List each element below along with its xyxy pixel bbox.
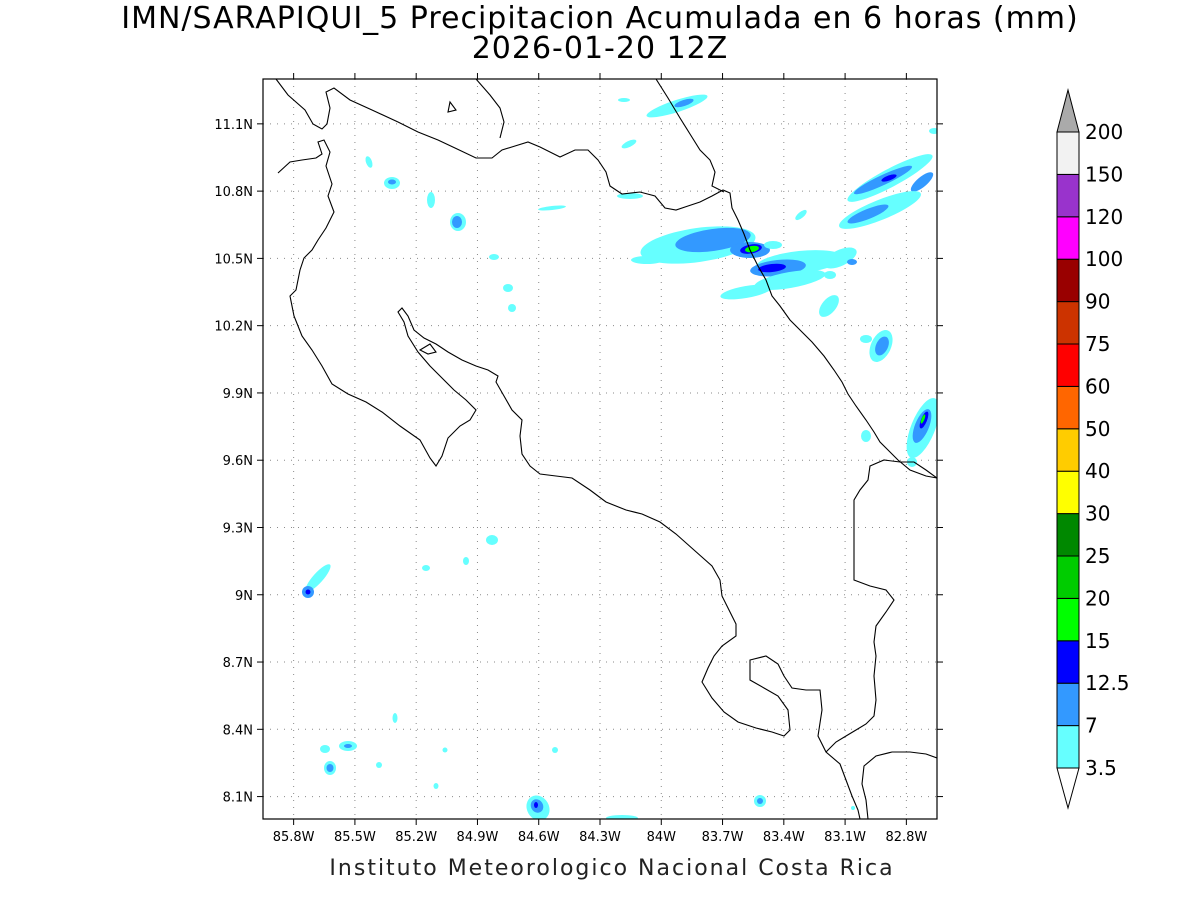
map-title: IMN/SARAPIQUI_5 Precipitacion Acumulada … (121, 1, 1079, 36)
colorbar: 3.5 7 12.5 15 20 25 30 40 50 60 75 90 100 120 150 200 (1056, 88, 1130, 810)
lat-tick-label: 9.6N (223, 454, 253, 469)
colorbar-over-arrow (1056, 88, 1080, 133)
colorbar-label: 50 (1085, 417, 1110, 441)
lat-tick-label: 9.3N (223, 521, 253, 536)
lake-coast (655, 79, 725, 193)
colorbar-swatch (1056, 301, 1080, 345)
precip-cluster-nw (365, 156, 516, 312)
lat-tick-label: 8.4N (223, 723, 253, 738)
colorbar-swatch (1056, 216, 1080, 260)
precip-cluster-ne (538, 94, 937, 467)
colorbar-label: 40 (1085, 459, 1110, 483)
lon-tick-label: 83.1W (824, 830, 866, 845)
panama-border (861, 751, 937, 819)
lon-tick-label: 85.2W (395, 830, 437, 845)
nicaragua-coast-east (475, 79, 505, 139)
map-axes: 85.8W 85.5W 85.2W 84.9W 84.6W 84.3W 84W 83.7W 83… (214, 73, 943, 845)
footer-credit: Instituto Meteorologico Nacional Costa R… (329, 856, 895, 881)
colorbar-label: 7 (1085, 714, 1098, 738)
colorbar-label: 12.5 (1085, 671, 1130, 695)
lat-tick-label: 9N (235, 589, 253, 604)
lat-tick-label: 9.9N (223, 387, 253, 402)
colorbar-swatch (1056, 725, 1080, 769)
costa-rica-pacific (277, 139, 861, 819)
map-datetime: 2026-01-20 12Z (471, 31, 729, 66)
lat-tick-label: 10.5N (214, 252, 253, 267)
lon-tick-label: 83.7W (702, 830, 744, 845)
lon-tick-label: 83.4W (763, 830, 805, 845)
colorbar-label: 25 (1085, 544, 1110, 568)
colorbar-swatch (1056, 385, 1080, 430)
colorbar-label: 120 (1085, 205, 1123, 229)
colorbar-swatch (1056, 682, 1080, 727)
lat-tick-label: 8.1N (223, 791, 253, 806)
lon-tick-label: 84.6W (518, 830, 560, 845)
colorbar-swatch (1056, 131, 1080, 175)
lon-tick-label: 84.9W (457, 830, 499, 845)
colorbar-label: 3.5 (1085, 756, 1117, 780)
lon-tick-label: 84W (647, 830, 677, 845)
nicaragua-coast-nw (275, 79, 937, 479)
colorbar-swatch (1056, 258, 1080, 303)
nicoya-inner (418, 343, 437, 355)
colorbar-label: 150 (1085, 162, 1123, 186)
islet (447, 100, 457, 113)
colorbar-label: 100 (1085, 247, 1123, 271)
colorbar-swatch (1056, 428, 1080, 472)
colorbar-label: 15 (1085, 629, 1110, 653)
coastline (275, 79, 937, 819)
panama-border-north (825, 459, 937, 753)
colorbar-label: 75 (1085, 332, 1110, 356)
lon-tick-label: 82.8W (885, 830, 927, 845)
lat-tick-label: 10.8N (214, 185, 253, 200)
precipitation-field (302, 94, 937, 819)
colorbar-label: 200 (1085, 120, 1123, 144)
colorbar-label: 20 (1085, 586, 1110, 610)
lon-tick-label: 85.5W (334, 830, 376, 845)
colorbar-swatch (1056, 173, 1080, 218)
colorbar-swatch (1056, 513, 1080, 557)
colorbar-label: 60 (1085, 374, 1110, 398)
colorbar-swatch (1056, 597, 1080, 642)
colorbar-label: 90 (1085, 290, 1110, 314)
colorbar-swatch (1056, 555, 1080, 599)
lat-tick-label: 11.1N (214, 118, 253, 133)
lat-tick-label: 8.7N (223, 656, 253, 671)
colorbar-swatch (1056, 470, 1080, 515)
lon-tick-label: 85.8W (273, 830, 315, 845)
lat-tick-label: 10.2N (214, 320, 253, 335)
colorbar-swatch (1056, 343, 1080, 387)
map-background (263, 79, 937, 819)
colorbar-swatch (1056, 640, 1080, 684)
colorbar-label: 30 (1085, 502, 1110, 526)
colorbar-under-arrow (1056, 767, 1080, 810)
lon-tick-label: 84.3W (579, 830, 621, 845)
map-grid (263, 79, 937, 819)
precip-cluster-sw (302, 535, 855, 819)
